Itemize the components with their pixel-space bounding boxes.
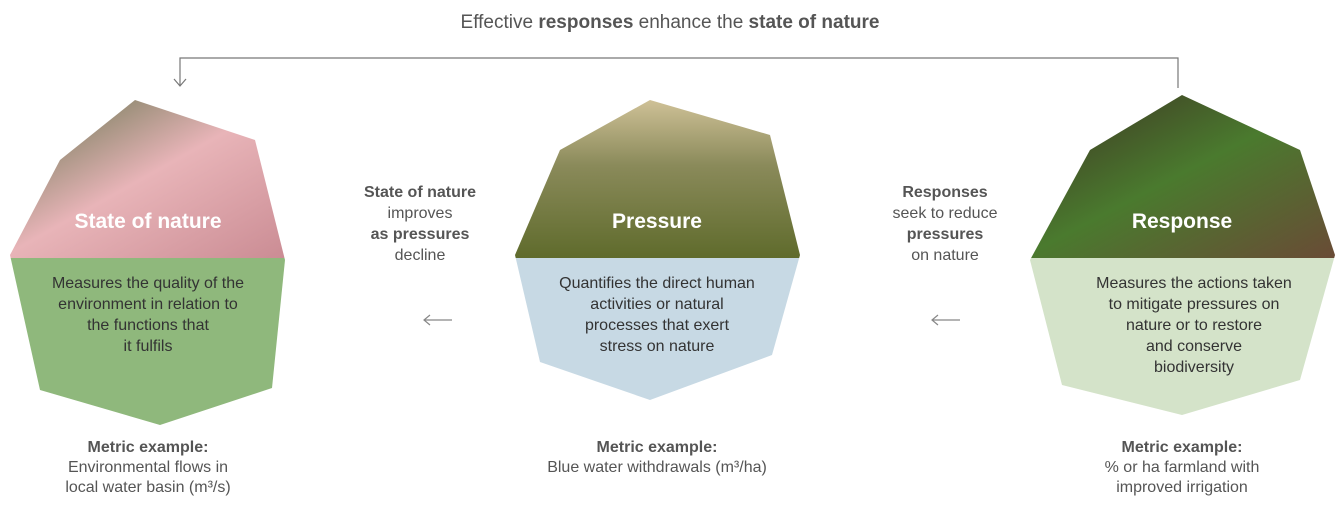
metric-text: local water basin (m³/s) (65, 479, 230, 496)
panel-description: the functions that (87, 317, 209, 334)
panel-shapes (0, 90, 1341, 438)
title-part: Effective (461, 12, 539, 33)
panel-description: biodiversity (1154, 359, 1234, 376)
metric-text: Blue water withdrawals (m³/ha) (547, 459, 767, 476)
connector-text: Responses (902, 184, 987, 201)
panel-description: processes that exert (585, 317, 730, 334)
panel-description: nature or to restore (1126, 317, 1262, 334)
panel-description: Measures the actions taken (1096, 275, 1292, 292)
connector-text: pressures (907, 226, 984, 243)
metric-title: Metric example: (1122, 439, 1243, 456)
connector-text: as pressures (371, 226, 470, 243)
feedback-arrow (174, 58, 1178, 88)
panel-label: State of nature (74, 210, 221, 233)
connector-text: seek to reduce (893, 205, 998, 222)
connector-text: on nature (911, 247, 979, 264)
metric-text: Environmental flows in (68, 459, 228, 476)
metric-title: Metric example: (88, 439, 209, 456)
connector-text: State of nature (364, 184, 476, 201)
title-part: responses (538, 12, 633, 33)
metric-text: improved irrigation (1116, 479, 1248, 496)
title: Effective responses enhance the state of… (461, 12, 880, 33)
diagram: Effective responses enhance the state of… (0, 0, 1341, 504)
metric-text: % or ha farmland with (1105, 459, 1260, 476)
panel-description: and conserve (1146, 338, 1242, 355)
panel-description: Measures the quality of the (52, 275, 244, 292)
panel-label: Response (1132, 210, 1232, 233)
metric-title: Metric example: (597, 439, 718, 456)
connector-text: improves (388, 205, 453, 222)
panel-description: environment in relation to (58, 296, 238, 313)
panel-description: stress on nature (600, 338, 715, 355)
title-part: state of nature (749, 12, 880, 33)
panel-description: to mitigate pressures on (1109, 296, 1280, 313)
title-part: enhance the (633, 12, 748, 33)
connector-text: decline (395, 247, 446, 264)
panel-label: Pressure (612, 210, 702, 233)
panel-description: Quantifies the direct human (559, 275, 755, 292)
panel-description: it fulfils (124, 338, 173, 355)
panel-description: activities or natural (590, 296, 723, 313)
